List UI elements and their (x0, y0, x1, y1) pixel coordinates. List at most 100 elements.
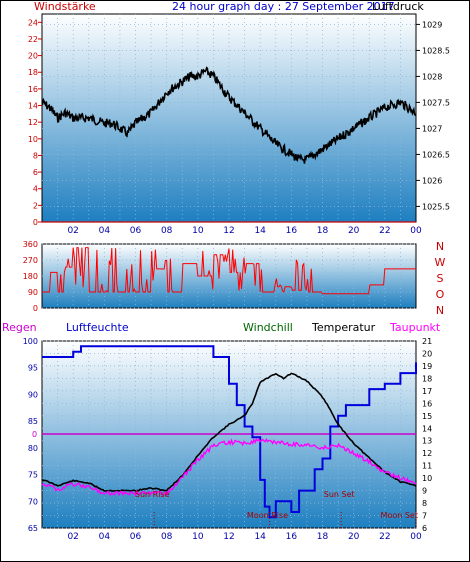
temperature-tick-label: 13 (422, 437, 432, 446)
x-tick-label: 00 (410, 226, 422, 236)
temperature-tick-label: 15 (422, 412, 432, 421)
rain-label: Regen (2, 321, 37, 334)
temperature-tick-label: 17 (422, 387, 432, 396)
temperature-tick-label: 11 (422, 462, 432, 471)
humidity-tick-label: 95 (28, 364, 38, 373)
x-tick-label: 10 (192, 532, 204, 542)
annotation-label: Sun Rise (135, 490, 170, 499)
annotations: Sun Rise Moon Rise Sun Set Moon Set (135, 490, 418, 528)
wind-strength-label: Windstärke (34, 0, 96, 13)
wind-tick-label: 0 (33, 218, 38, 227)
temperature-tick-label: 8 (422, 499, 427, 508)
x-tick-label: 10 (192, 226, 204, 236)
temperature-tick-label: 16 (422, 399, 432, 408)
wind-tick-label: 16 (28, 85, 38, 94)
annotation-label: Moon Set (381, 511, 418, 520)
wind-tick-label: 2 (33, 201, 38, 210)
pressure-tick-label: 1025.5 (422, 202, 450, 211)
x-tick-label: 12 (223, 532, 234, 542)
humidity-tick-label: 65 (28, 524, 38, 533)
x-tick-label: 14 (254, 226, 266, 236)
temperature-tick-label: 19 (422, 362, 432, 371)
direction-tick-label: 90 (28, 288, 38, 297)
x-tick-label: 16 (286, 532, 298, 542)
x-tick-label: 06 (130, 532, 142, 542)
x-tick-label: 04 (99, 226, 111, 236)
x-tick-label: 22 (379, 532, 390, 542)
temperature-tick-label: 18 (422, 374, 432, 383)
annotation-label: Moon Rise (247, 511, 288, 520)
x-tick-label: 00 (410, 532, 422, 542)
compass-label: S (437, 272, 444, 285)
wind-tick-label: 6 (33, 168, 38, 177)
temperature-label: Temperatur (311, 321, 376, 334)
pressure-tick-label: 1027.5 (422, 98, 450, 107)
x-tick-label: 04 (99, 532, 111, 542)
pressure-label: Luftdruck (372, 0, 424, 13)
humidity-tick-label: 70 (28, 497, 38, 506)
compass-label: N (436, 304, 444, 317)
x-tick-label: 16 (286, 226, 298, 236)
temperature-tick-label: 10 (422, 474, 432, 483)
temperature-tick-label: 6 (422, 524, 427, 533)
humidity-tick-label: 75 (28, 471, 38, 480)
temperature-tick-label: 7 (422, 512, 427, 521)
wind-tick-label: 14 (28, 102, 38, 111)
wind-tick-label: 4 (33, 185, 38, 194)
annotation-label: Sun Set (324, 490, 355, 499)
wind-tick-label: 24 (28, 18, 38, 27)
wind-tick-label: 10 (28, 135, 38, 144)
x-tick-label: 20 (348, 532, 360, 542)
dewpoint-label: Taupunkt (389, 321, 441, 334)
wind-tick-label: 12 (28, 118, 38, 127)
temperature-series (41, 372, 417, 492)
compass-label: N (436, 240, 444, 253)
humidity-tick-label: 80 (28, 444, 38, 453)
temperature-tick-label: 20 (422, 349, 432, 358)
compass-label: W (435, 256, 446, 269)
x-tick-label: 18 (317, 532, 329, 542)
x-tick-label: 12 (223, 226, 234, 236)
humidity-series (42, 345, 417, 519)
temperature-tick-label: 12 (422, 449, 432, 458)
x-tick-label: 02 (67, 532, 78, 542)
wind-tick-label: 8 (33, 151, 38, 160)
wind-tick-label: 18 (28, 68, 38, 77)
x-tick-label: 14 (254, 532, 266, 542)
x-tick-label: 02 (67, 226, 78, 236)
windchill-label: Windchill (243, 321, 293, 334)
direction-tick-label: 180 (23, 272, 38, 281)
pressure-tick-label: 1029 (422, 20, 442, 29)
pressure-tick-label: 1028.5 (422, 46, 450, 55)
rain-tick-label: 0 (32, 430, 37, 439)
series-lines (41, 66, 417, 519)
x-tick-label: 22 (379, 226, 390, 236)
direction-tick-label: 0 (33, 304, 38, 313)
x-tick-label: 06 (130, 226, 142, 236)
wind-tick-label: 20 (28, 52, 38, 61)
humidity-tick-label: 85 (28, 417, 38, 426)
compass-label: O (436, 288, 445, 301)
direction-tick-label: 360 (23, 240, 38, 249)
temperature-tick-label: 9 (422, 487, 427, 496)
x-tick-label: 08 (161, 226, 173, 236)
x-tick-label: 18 (317, 226, 329, 236)
temperature-tick-label: 21 (422, 337, 432, 346)
humidity-tick-label: 90 (28, 390, 38, 399)
temperature-tick-label: 14 (422, 424, 432, 433)
direction-tick-label: 270 (23, 256, 38, 265)
dewpoint-series (41, 437, 417, 497)
chart-title: 24 hour graph day : 27 September 2017 (172, 0, 395, 13)
x-tick-label: 08 (161, 532, 173, 542)
pressure-tick-label: 1028 (422, 72, 442, 81)
pressure-series (41, 66, 417, 164)
humidity-label: Luftfeuchte (66, 321, 129, 334)
pressure-tick-label: 1026 (422, 176, 442, 185)
humidity-tick-label: 100 (23, 337, 38, 346)
x-tick-label: 20 (348, 226, 360, 236)
pressure-tick-label: 1026.5 (422, 150, 450, 159)
wind-tick-label: 22 (28, 35, 38, 44)
